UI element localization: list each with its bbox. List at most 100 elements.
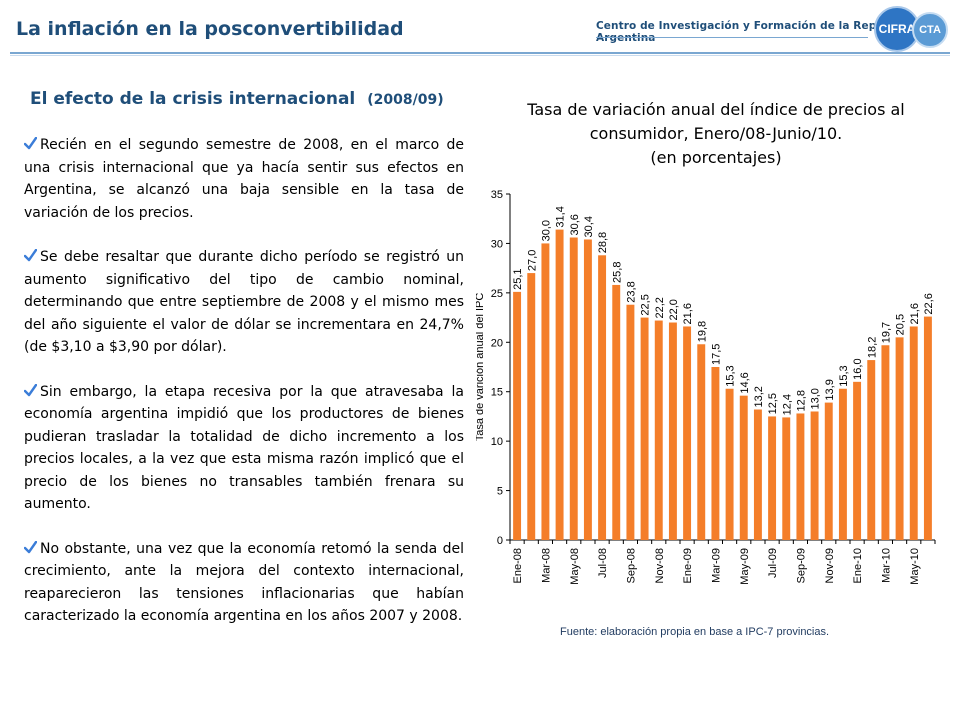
- data-label: 28,8: [597, 232, 609, 253]
- data-label: 12,4: [781, 394, 793, 415]
- x-tick-label: Jul-09: [767, 548, 779, 578]
- bullet-text: No obstante, una vez que la economía ret…: [24, 540, 464, 625]
- x-tick-label: Nov-08: [654, 548, 666, 583]
- data-label: 22,6: [923, 293, 935, 314]
- bar: [810, 411, 819, 540]
- y-tick-label: 25: [491, 288, 503, 300]
- bar: [711, 367, 720, 540]
- data-label: 22,0: [668, 299, 680, 320]
- data-label: 15,3: [838, 365, 850, 386]
- bar: [753, 409, 762, 540]
- bar: [683, 326, 692, 540]
- data-label: 25,8: [611, 262, 623, 283]
- data-label: 19,7: [880, 322, 892, 343]
- x-tick-label: May-08: [569, 548, 581, 585]
- checkmark-icon: [24, 383, 37, 396]
- x-tick-label: Mar-10: [880, 548, 892, 583]
- bar: [541, 243, 550, 540]
- chart-source-note: Fuente: elaboración propia en base a IPC…: [560, 626, 830, 638]
- bar: [654, 320, 663, 540]
- data-label: 17,5: [710, 344, 722, 365]
- header-divider: [10, 52, 950, 54]
- checkmark-icon: [24, 137, 37, 150]
- data-label: 30,4: [583, 216, 595, 237]
- bar: [697, 344, 706, 540]
- data-label: 12,5: [767, 393, 779, 414]
- bullet-item: No obstante, una vez que la economía ret…: [24, 538, 464, 628]
- bar: [612, 284, 621, 540]
- data-label: 15,3: [725, 365, 737, 386]
- cifra-cta-logo: CIFRA CTA: [872, 4, 958, 54]
- bar: [853, 381, 862, 540]
- bar: [739, 395, 748, 540]
- bar: [640, 317, 649, 540]
- inflation-bar-chart: 0 5 10 15 20 25 30 35 Tasa de varición anual del…: [476, 189, 936, 585]
- bar: [725, 388, 734, 540]
- section-heading-text: El efecto de la crisis internacional: [30, 89, 356, 109]
- organization-name: Centro de Investigación y Formación de l…: [596, 20, 913, 44]
- bar: [513, 291, 522, 540]
- page-title: La inflación en la posconvertibilidad: [16, 18, 404, 40]
- bar: [626, 304, 635, 540]
- x-tick-label: Mar-09: [710, 548, 722, 583]
- data-label: 21,6: [909, 303, 921, 324]
- organization-underline: [596, 37, 868, 38]
- bar: [923, 316, 932, 540]
- data-label: 13,2: [753, 386, 765, 407]
- data-label: 22,5: [640, 294, 652, 315]
- header-bar: La inflación en la posconvertibilidad Ce…: [0, 0, 960, 62]
- bar: [824, 402, 833, 540]
- y-axis-title: Tasa de varición anual del IPC: [476, 293, 486, 442]
- data-label: 13,9: [824, 379, 836, 400]
- bullet-text: Se debe resaltar que durante dicho perío…: [24, 249, 464, 355]
- data-label: 16,0: [852, 358, 864, 379]
- y-tick-label: 15: [491, 387, 503, 399]
- x-tick-label: Ene-08: [512, 548, 524, 583]
- data-label: 14,6: [739, 372, 751, 393]
- bullet-item: Sin embargo, la etapa recesiva por la qu…: [24, 381, 464, 516]
- x-tick-label: Sep-09: [795, 548, 807, 583]
- bullet-item: Se debe resaltar que durante dicho perío…: [24, 246, 464, 359]
- x-tick-label: May-10: [909, 548, 921, 585]
- data-label: 12,8: [795, 390, 807, 411]
- data-label: 20,5: [895, 314, 907, 335]
- bullet-text: Sin embargo, la etapa recesiva por la qu…: [24, 383, 464, 513]
- bullet-text: Recién en el segundo semestre de 2008, e…: [24, 137, 464, 221]
- checkmark-icon: [24, 540, 37, 553]
- bar: [598, 255, 607, 540]
- bar: [569, 237, 578, 541]
- data-label: 18,2: [866, 337, 878, 358]
- bar: [583, 239, 592, 540]
- chart-title-line: Tasa de variación anual del índice de pr…: [527, 100, 905, 119]
- chart-title-line: consumidor, Enero/08-Junio/10.: [589, 124, 843, 143]
- x-tick-label: May-09: [739, 548, 751, 585]
- data-label: 30,0: [540, 220, 552, 241]
- chart-title-line: (en porcentajes): [650, 148, 782, 167]
- x-tick-label: Jul-08: [597, 548, 609, 578]
- data-label: 22,2: [654, 297, 666, 318]
- bar: [668, 322, 677, 540]
- data-label: 31,4: [555, 206, 567, 227]
- bar: [796, 413, 805, 540]
- x-tick-label: Nov-09: [824, 548, 836, 583]
- x-tick-label: Sep-08: [625, 548, 637, 583]
- data-label: 27,0: [526, 250, 538, 271]
- data-label: 13,0: [810, 388, 822, 409]
- bar: [555, 229, 564, 540]
- checkmark-icon: [24, 249, 37, 262]
- y-tick-label: 35: [491, 189, 503, 201]
- x-tick-label: Ene-10: [852, 548, 864, 583]
- data-label: 21,6: [682, 303, 694, 324]
- y-tick-label: 30: [491, 238, 503, 250]
- bar: [881, 345, 890, 540]
- data-label: 23,8: [625, 281, 637, 302]
- y-tick-label: 0: [497, 535, 503, 547]
- bar: [867, 360, 876, 540]
- header-divider-light: [10, 55, 950, 56]
- bar: [527, 273, 536, 540]
- bar: [838, 388, 847, 540]
- bullet-item: Recién en el segundo semestre de 2008, e…: [24, 134, 464, 224]
- data-label: 30,6: [569, 214, 581, 235]
- section-heading: El efecto de la crisis internacional (200…: [30, 89, 444, 109]
- bar: [895, 337, 904, 540]
